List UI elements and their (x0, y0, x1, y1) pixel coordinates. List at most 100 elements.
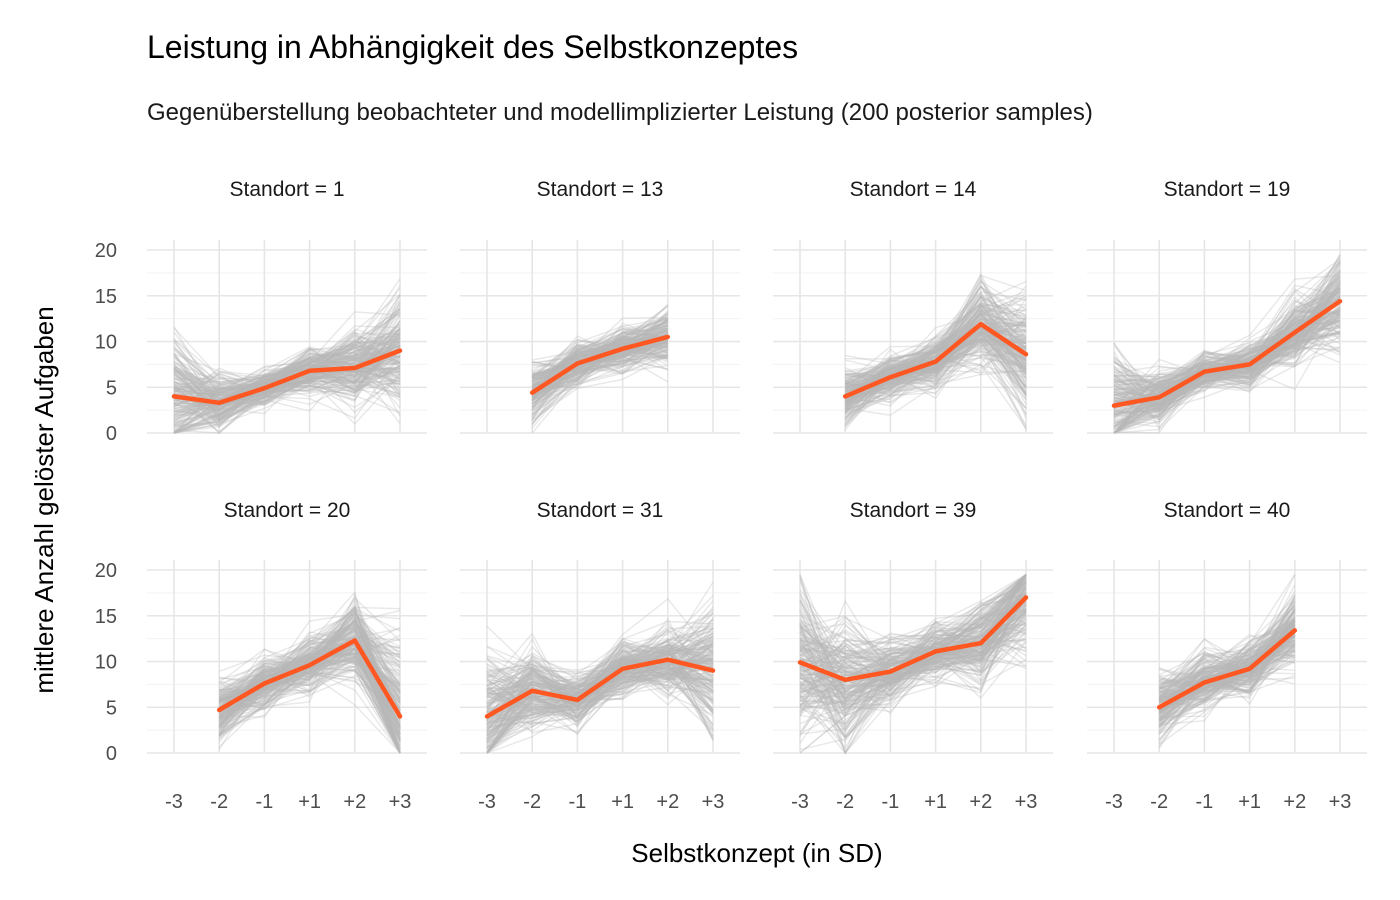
posterior-sample-line (531, 340, 669, 381)
posterior-sample-line (173, 334, 401, 404)
posterior-sample-line (1158, 606, 1296, 700)
posterior-sample-line (1113, 324, 1341, 406)
posterior-sample-line (486, 671, 714, 723)
posterior-sample-line (218, 624, 401, 726)
posterior-sample-line (1113, 295, 1341, 414)
posterior-sample-line (531, 328, 668, 392)
posterior-sample-line (1113, 270, 1341, 396)
posterior-sample-line (486, 656, 714, 754)
posterior-sample-line (1113, 302, 1341, 383)
posterior-sample-line (1113, 296, 1341, 424)
posterior-sample-line (845, 292, 1027, 406)
posterior-sample-line (531, 337, 668, 404)
posterior-sample-line (173, 350, 401, 392)
posterior-sample-line (486, 651, 714, 702)
posterior-sample-line (799, 574, 1027, 671)
posterior-sample-line (218, 592, 401, 754)
posterior-sample-line (486, 638, 714, 717)
posterior-sample-line (218, 654, 401, 754)
posterior-sample-line (486, 651, 714, 716)
posterior-sample-line (531, 306, 669, 391)
posterior-sample-line (173, 344, 401, 434)
posterior-sample-line (844, 309, 1027, 419)
facet-panel: Standort = 13 (460, 178, 740, 434)
posterior-sample-line (173, 311, 401, 434)
posterior-sample-line (218, 609, 401, 714)
posterior-sample-line (1159, 654, 1295, 706)
posterior-sample-line (844, 326, 1027, 386)
posterior-sample-line (845, 308, 1027, 376)
posterior-sample-line (532, 339, 669, 392)
posterior-sample-line (218, 660, 401, 729)
posterior-sample-line (173, 364, 401, 434)
posterior-sample-line (531, 327, 668, 412)
posterior-sample-line (1113, 273, 1341, 399)
posterior-sample-line (1158, 621, 1296, 700)
posterior-sample-line (799, 617, 1027, 707)
posterior-sample-line (1158, 646, 1296, 709)
posterior-sample-line (486, 633, 714, 699)
posterior-sample-line (844, 308, 1027, 390)
posterior-sample-line (844, 331, 1027, 424)
posterior-sample-line (219, 675, 401, 720)
x-tick-label: -3 (1105, 791, 1123, 813)
posterior-sample-line (799, 638, 1027, 659)
posterior-sample-line (486, 674, 714, 733)
posterior-sample-line (173, 363, 401, 410)
posterior-sample-line (844, 340, 1027, 409)
x-tick-label: +2 (969, 791, 992, 813)
posterior-sample-line (532, 331, 668, 366)
posterior-sample-line (486, 628, 714, 733)
posterior-sample-line (218, 607, 401, 692)
posterior-sample-line (1113, 289, 1341, 391)
posterior-sample-line (799, 574, 1027, 706)
posterior-sample-line (1113, 330, 1341, 434)
posterior-sample-line (799, 580, 1027, 733)
posterior-sample-line (486, 669, 714, 723)
posterior-sample-line (1159, 609, 1296, 708)
posterior-sample-line (1158, 622, 1296, 695)
posterior-sample-line (1158, 636, 1296, 709)
posterior-sample-line (1158, 619, 1296, 687)
posterior-sample-line (1158, 659, 1296, 748)
facet-panel: Standort = 31 -3 -2 -1 +1 +2 +3 (460, 499, 740, 813)
posterior-sample-line (799, 574, 1027, 656)
posterior-sample-line (799, 574, 1027, 694)
posterior-sample-line (799, 594, 1027, 740)
posterior-sample-line (531, 321, 669, 407)
posterior-sample-line (799, 609, 1027, 687)
posterior-sample-line (531, 312, 669, 389)
posterior-sample-line (486, 658, 714, 754)
posterior-sample-line (844, 318, 1027, 402)
chart-subtitle: Gegenüberstellung beobachteter und model… (147, 99, 1093, 126)
posterior-sample-line (218, 611, 401, 736)
posterior-sample-line (1158, 611, 1296, 702)
posterior-sample-line (1113, 281, 1341, 408)
posterior-sample-line (173, 347, 401, 396)
posterior-sample-line (173, 364, 401, 414)
posterior-sample-line (1113, 317, 1341, 411)
posterior-sample-line (844, 341, 1027, 410)
posterior-sample-line (173, 348, 401, 385)
posterior-sample-line (1158, 605, 1296, 722)
posterior-sample-line (799, 588, 1027, 705)
posterior-sample-line (532, 311, 669, 377)
posterior-sample-line (173, 357, 401, 395)
posterior-sample-line (173, 326, 401, 405)
posterior-sample-line (173, 339, 401, 399)
posterior-sample-line (1113, 263, 1341, 411)
posterior-sample-line (799, 603, 1027, 711)
facet-panel: Standort = 1 0 5 10 15 20 (95, 178, 427, 445)
posterior-sample-line (844, 302, 1027, 382)
posterior-sample-line (486, 651, 714, 703)
posterior-sample-line (173, 332, 401, 416)
x-tick-label: +2 (343, 791, 366, 813)
posterior-sample-line (1158, 639, 1296, 689)
posterior-sample-line (531, 345, 669, 405)
posterior-sample-line (844, 355, 1027, 407)
posterior-sample-line (218, 622, 401, 710)
posterior-sample-line (486, 649, 714, 737)
posterior-sample-line (1113, 318, 1341, 405)
posterior-sample-line (1113, 304, 1341, 404)
observed-line (842, 321, 1029, 399)
